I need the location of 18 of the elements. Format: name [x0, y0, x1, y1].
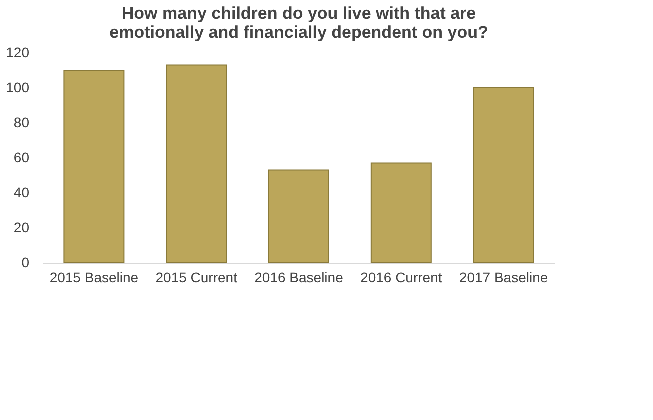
x-tick-label: 2016 Current — [360, 270, 442, 286]
bar — [473, 88, 534, 264]
x-tick-label: 2017 Baseline — [459, 270, 548, 286]
y-tick-label: 20 — [14, 220, 30, 236]
chart-title: How many children do you live with that are emotionally and financially dependent on you? — [110, 4, 488, 42]
x-tick-label: 2016 Baseline — [254, 270, 344, 286]
bar — [268, 170, 330, 264]
y-tick-label: 100 — [6, 80, 30, 96]
y-tick-label: 0 — [22, 254, 30, 270]
bar — [166, 64, 228, 264]
y-tick-label: 60 — [14, 150, 30, 166]
y-tick-label: 80 — [14, 114, 30, 130]
bar — [64, 70, 125, 264]
x-tick-label: 2015 Current — [156, 270, 238, 286]
x-tick-label: 2015 Baseline — [50, 270, 139, 286]
y-tick-label: 120 — [6, 44, 30, 60]
y-tick-label: 40 — [14, 184, 30, 200]
bar — [370, 162, 432, 264]
